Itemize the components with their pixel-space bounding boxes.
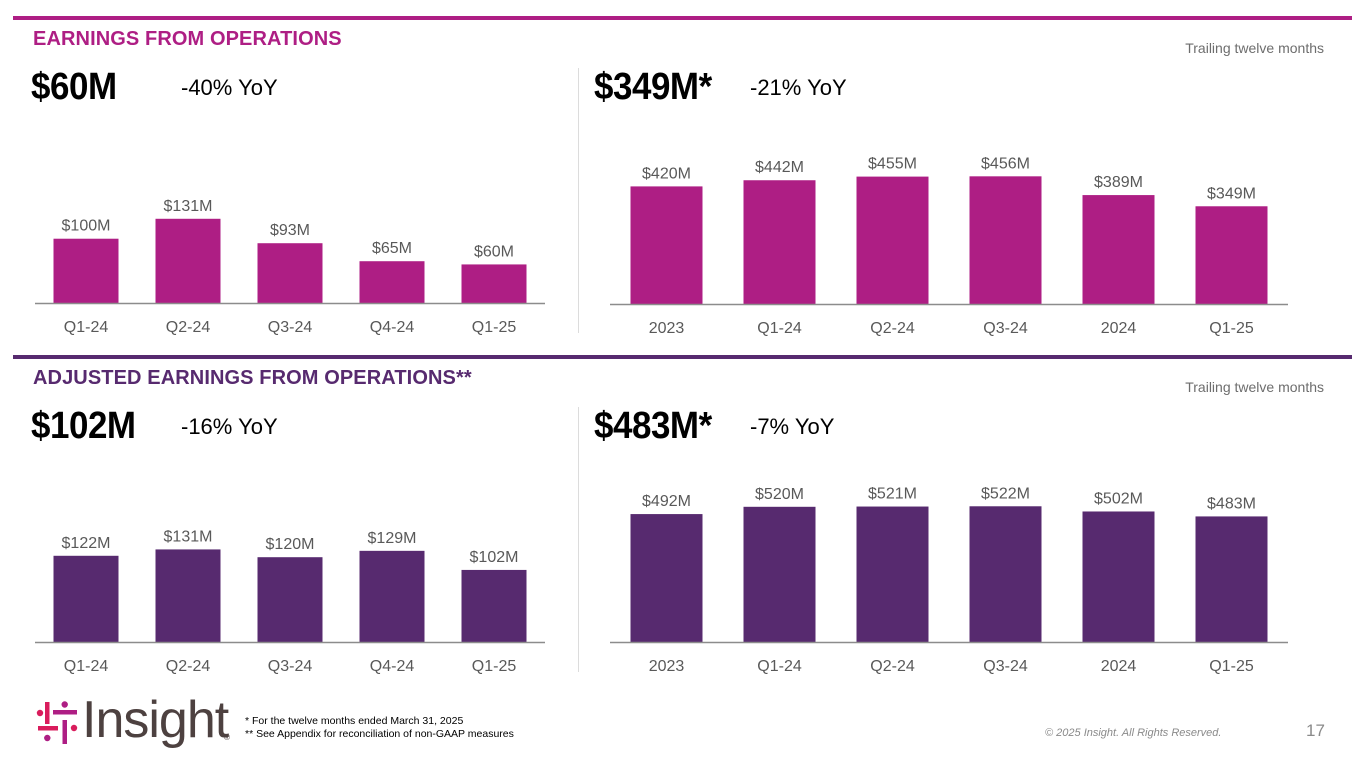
headline-ttm-earnings: $349M* bbox=[594, 66, 712, 108]
bar-value-label: $442M bbox=[755, 159, 804, 176]
bar bbox=[155, 549, 221, 642]
ttm-note-top: Trailing twelve months bbox=[1185, 40, 1324, 56]
category-label: Q2-24 bbox=[870, 320, 915, 337]
insight-logo-icon bbox=[36, 701, 78, 744]
registered-mark: ® bbox=[224, 733, 230, 742]
bar-value-label: $389M bbox=[1094, 174, 1143, 191]
bar bbox=[257, 557, 323, 642]
section-rule-bottom bbox=[13, 355, 1352, 359]
bar bbox=[743, 506, 816, 642]
category-label: Q3-24 bbox=[268, 319, 313, 336]
category-label: Q3-24 bbox=[268, 658, 313, 675]
bar bbox=[359, 550, 425, 642]
bar bbox=[53, 555, 119, 642]
bar bbox=[1082, 195, 1155, 304]
bar-value-label: $131M bbox=[164, 528, 213, 545]
headline-quarter-earnings: $60M bbox=[31, 66, 117, 108]
chart-eo-quarterly: $100M Q1-24 $131M Q2-24 $93M Q3-24 $65M Q4-24 $6… bbox=[35, 198, 545, 336]
bar bbox=[743, 180, 816, 304]
chart-divider-bottom bbox=[578, 407, 579, 672]
category-label: Q4-24 bbox=[370, 658, 415, 675]
bar bbox=[630, 514, 703, 642]
bar-value-label: $420M bbox=[642, 165, 691, 182]
footnote-ttm: * For the twelve months ended March 31, … bbox=[245, 715, 464, 727]
ttm-note-bottom: Trailing twelve months bbox=[1185, 379, 1324, 395]
bar-value-label: $502M bbox=[1094, 490, 1143, 507]
category-label: Q1-25 bbox=[1209, 658, 1254, 675]
bar-value-label: $102M bbox=[470, 549, 519, 566]
bar bbox=[969, 506, 1042, 642]
bar-value-label: $120M bbox=[266, 536, 315, 553]
bar bbox=[1082, 511, 1155, 642]
bar-value-label: $522M bbox=[981, 485, 1030, 502]
section-title-adjusted-earnings: ADJUSTED EARNINGS FROM OPERATIONS** bbox=[33, 367, 472, 389]
bar bbox=[461, 569, 527, 642]
bar-value-label: $60M bbox=[474, 243, 514, 260]
category-label: Q3-24 bbox=[983, 658, 1028, 675]
category-label: 2023 bbox=[649, 320, 685, 337]
headline-ttm-adjusted: $483M* bbox=[594, 405, 712, 447]
category-label: Q3-24 bbox=[983, 320, 1028, 337]
bar-value-label: $131M bbox=[164, 198, 213, 215]
bar bbox=[630, 186, 703, 304]
category-label: Q1-24 bbox=[757, 658, 802, 675]
bar-value-label: $129M bbox=[368, 530, 417, 547]
category-label: 2024 bbox=[1101, 658, 1137, 675]
bar-value-label: $520M bbox=[755, 486, 804, 503]
chart-eo-ttm: $420M 2023 $442M Q1-24 $455M Q2-24 $456M Q3-24 $… bbox=[610, 155, 1288, 337]
bar bbox=[856, 176, 929, 304]
yoy-ttm-earnings: -21% YoY bbox=[750, 75, 847, 100]
insight-logo-wordmark: Insight bbox=[82, 691, 229, 749]
section-title-earnings: EARNINGS FROM OPERATIONS bbox=[33, 28, 342, 50]
bar bbox=[53, 238, 119, 303]
bar bbox=[1195, 206, 1268, 304]
category-label: Q2-24 bbox=[166, 319, 211, 336]
chart-aeo-quarterly: $122M Q1-24 $131M Q2-24 $120M Q3-24 $129M Q4-24… bbox=[35, 528, 545, 675]
footnote-non-gaap: ** See Appendix for reconciliation of no… bbox=[245, 728, 514, 740]
headline-quarter-adjusted: $102M bbox=[31, 405, 136, 447]
copyright: © 2025 Insight. All Rights Reserved. bbox=[1045, 727, 1222, 739]
category-label: Q2-24 bbox=[166, 658, 211, 675]
bar bbox=[856, 506, 929, 642]
category-label: Q1-25 bbox=[472, 658, 517, 675]
page-number: 17 bbox=[1306, 721, 1325, 740]
bar-value-label: $455M bbox=[868, 156, 917, 173]
yoy-quarter-earnings: -40% YoY bbox=[181, 75, 278, 100]
bar-value-label: $521M bbox=[868, 486, 917, 503]
bar-value-label: $93M bbox=[270, 222, 310, 239]
bar-value-label: $65M bbox=[372, 240, 412, 257]
category-label: Q1-24 bbox=[757, 320, 802, 337]
bar bbox=[969, 176, 1042, 304]
category-label: Q1-25 bbox=[1209, 320, 1254, 337]
bar bbox=[359, 261, 425, 303]
bar bbox=[257, 243, 323, 303]
category-label: 2024 bbox=[1101, 320, 1137, 337]
category-label: Q2-24 bbox=[870, 658, 915, 675]
bar-value-label: $483M bbox=[1207, 495, 1256, 512]
bar-value-label: $349M bbox=[1207, 185, 1256, 202]
bar-value-label: $456M bbox=[981, 155, 1030, 172]
bar bbox=[155, 218, 221, 303]
yoy-quarter-adjusted: -16% YoY bbox=[181, 414, 278, 439]
bar-value-label: $492M bbox=[642, 493, 691, 510]
category-label: 2023 bbox=[649, 658, 685, 675]
bar-value-label: $100M bbox=[62, 218, 111, 235]
category-label: Q1-24 bbox=[64, 658, 109, 675]
chart-divider-top bbox=[578, 68, 579, 333]
chart-aeo-ttm: $492M 2023 $520M Q1-24 $521M Q2-24 $522M Q3-24 $… bbox=[610, 485, 1288, 675]
bar bbox=[461, 264, 527, 303]
section-rule-top bbox=[13, 16, 1352, 20]
category-label: Q1-25 bbox=[472, 319, 517, 336]
category-label: Q1-24 bbox=[64, 319, 109, 336]
bar-value-label: $122M bbox=[62, 535, 111, 552]
yoy-ttm-adjusted: -7% YoY bbox=[750, 414, 835, 439]
category-label: Q4-24 bbox=[370, 319, 415, 336]
bar bbox=[1195, 516, 1268, 642]
